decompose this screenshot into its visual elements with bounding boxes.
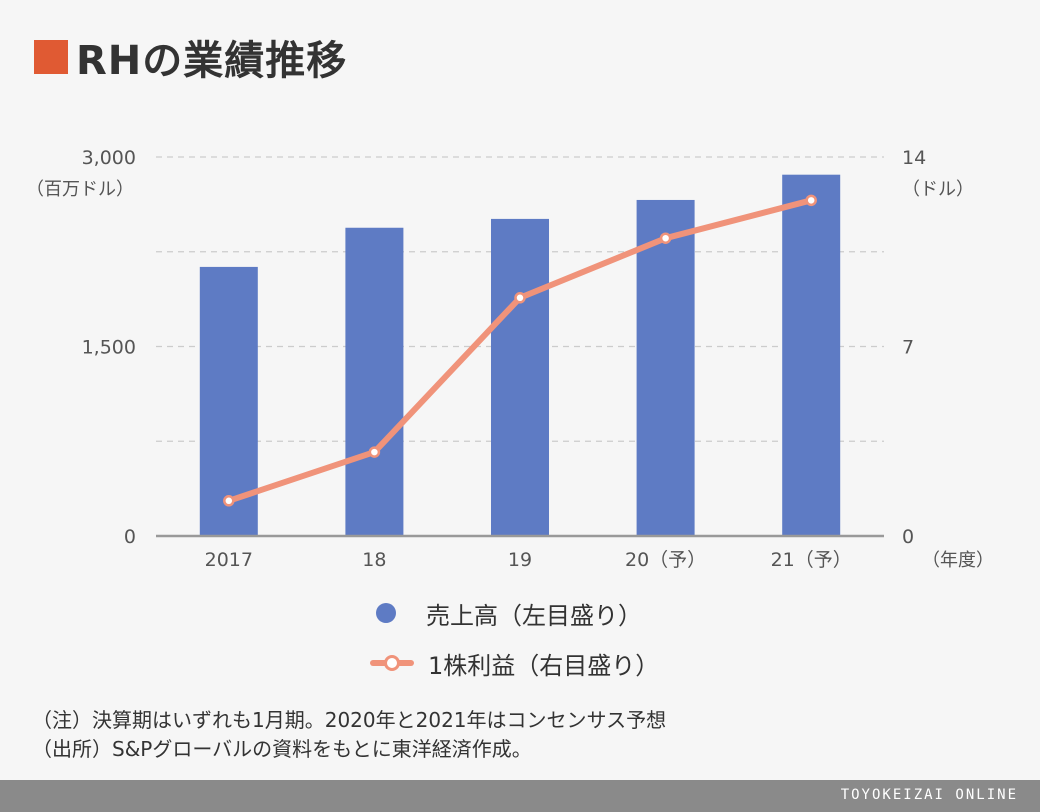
- eps-point-19: [514, 292, 526, 304]
- bar-2017: [199, 266, 258, 536]
- y-left-tick-label: 0: [124, 526, 136, 548]
- y-left-tick-label: 1,500: [82, 337, 136, 359]
- footer-bar: TOYOKEIZAI ONLINE: [0, 780, 1040, 812]
- y-right-axis-label: （ドル）: [902, 179, 974, 200]
- x-tick-label: 2017: [205, 549, 253, 571]
- legend-bar-swatch-icon: [376, 603, 396, 623]
- legend-line-swatch-icon: [370, 655, 414, 671]
- title-block: RHの業績推移: [34, 28, 347, 86]
- bar-18: [345, 227, 404, 536]
- y-right-tick-label: 0: [902, 526, 914, 548]
- x-tick-label: 21（予）: [771, 549, 852, 571]
- note-text: （注）決算期はいずれも1月期。2020年と2021年はコンセンサス予想: [32, 708, 667, 732]
- x-tick-label: 18: [362, 549, 386, 571]
- eps-point-20（予）: [659, 232, 672, 244]
- source-text: （出所）S&Pグローバルの資料をもとに東洋経済作成。: [32, 737, 532, 761]
- bar-20（予）: [636, 199, 695, 536]
- y-left-axis-label: （百万ドル）: [26, 179, 134, 200]
- bar-21（予）: [782, 174, 841, 537]
- eps-point-2017: [223, 495, 235, 507]
- y-left-tick-label: 3,000: [82, 147, 136, 169]
- bar-19: [491, 218, 549, 537]
- eps-point-18: [368, 446, 381, 458]
- x-tick-label: 19: [508, 549, 532, 571]
- notes: （注）決算期はいずれも1月期。2020年と2021年はコンセンサス予想 （出所）…: [32, 706, 666, 764]
- legend-item-bar: 売上高（左目盛り）: [370, 598, 659, 630]
- eps-point-21（予）: [805, 194, 817, 207]
- title-square-icon: [34, 40, 68, 74]
- x-tick-label: 20（予）: [625, 549, 706, 571]
- chart-svg: 0 1,500 3,000 （百万ドル） 0 7 14 （ドル） 2017 18 19 20（予） 21…: [26, 147, 994, 571]
- legend-line-label: 1株利益（右目盛り）: [428, 651, 660, 680]
- footer-brand: TOYOKEIZAI ONLINE: [840, 787, 1018, 803]
- legend: 売上高（左目盛り） 1株利益（右目盛り）: [370, 598, 659, 698]
- legend-item-line: 1株利益（右目盛り）: [370, 648, 660, 680]
- x-axis-label: （年度）: [922, 550, 994, 571]
- legend-bar-label: 売上高（左目盛り）: [426, 601, 642, 630]
- chart-title: RHの業績推移: [76, 38, 348, 84]
- y-right-tick-label: 14: [902, 147, 926, 169]
- y-right-tick-label: 7: [902, 337, 914, 359]
